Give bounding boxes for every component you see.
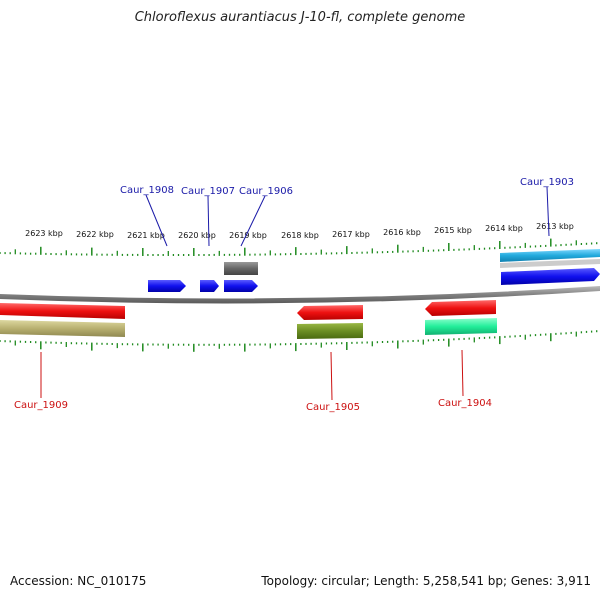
scale-label: 2620 kbp	[178, 231, 216, 240]
map-title: Chloroflexus aurantiacus J-10-fl, comple…	[134, 10, 466, 25]
genome-backbone	[0, 286, 600, 304]
gene-arrow[interactable]	[297, 305, 363, 320]
scale-label: 2615 kbp	[434, 226, 472, 235]
gene-label[interactable]: Caur_1909	[14, 400, 68, 411]
scale-label: 2621 kbp	[127, 231, 165, 240]
reverse-features	[0, 300, 497, 339]
gene-arrow[interactable]	[425, 300, 496, 316]
gene-feature[interactable]	[297, 323, 363, 339]
gene-feature[interactable]	[0, 320, 125, 337]
gene-arrow[interactable]	[224, 280, 258, 292]
scale-label: 2623 kbp	[25, 229, 63, 238]
gene-label[interactable]: Caur_1904	[438, 398, 492, 409]
gene-label[interactable]: Caur_1905	[306, 402, 360, 413]
scale-labels: 2623 kbp 2622 kbp 2621 kbp 2620 kbp 2619…	[25, 222, 574, 240]
gene-label[interactable]: Caur_1908	[120, 185, 174, 196]
scale-label: 2614 kbp	[485, 224, 523, 233]
scale-label: 2617 kbp	[332, 230, 370, 239]
gene-label[interactable]: Caur_1903	[520, 177, 574, 188]
genome-summary-text: Topology: circular; Length: 5,258,541 bp…	[261, 574, 591, 588]
scale-label: 2616 kbp	[383, 228, 421, 237]
scale-label: 2613 kbp	[536, 222, 574, 231]
label-leaders	[40, 186, 550, 401]
gene-label[interactable]: Caur_1906	[239, 186, 293, 197]
gene-arrow[interactable]	[0, 303, 125, 319]
scale-ticks-reverse	[0, 330, 598, 352]
scale-label: 2622 kbp	[76, 230, 114, 239]
gene-feature[interactable]	[224, 262, 258, 275]
scale-ticks-forward	[0, 238, 598, 256]
gene-feature[interactable]	[500, 249, 600, 262]
gene-feature	[500, 259, 600, 268]
accession-text: Accession: NC_010175	[10, 574, 147, 588]
forward-features	[148, 249, 600, 292]
gene-arrow[interactable]	[148, 280, 186, 292]
gene-arrow[interactable]	[200, 280, 219, 292]
scale-label: 2619 kbp	[229, 231, 267, 240]
scale-label: 2618 kbp	[281, 231, 319, 240]
gene-label[interactable]: Caur_1907	[181, 186, 235, 197]
gene-arrow[interactable]	[501, 268, 600, 285]
gene-feature[interactable]	[425, 318, 497, 335]
